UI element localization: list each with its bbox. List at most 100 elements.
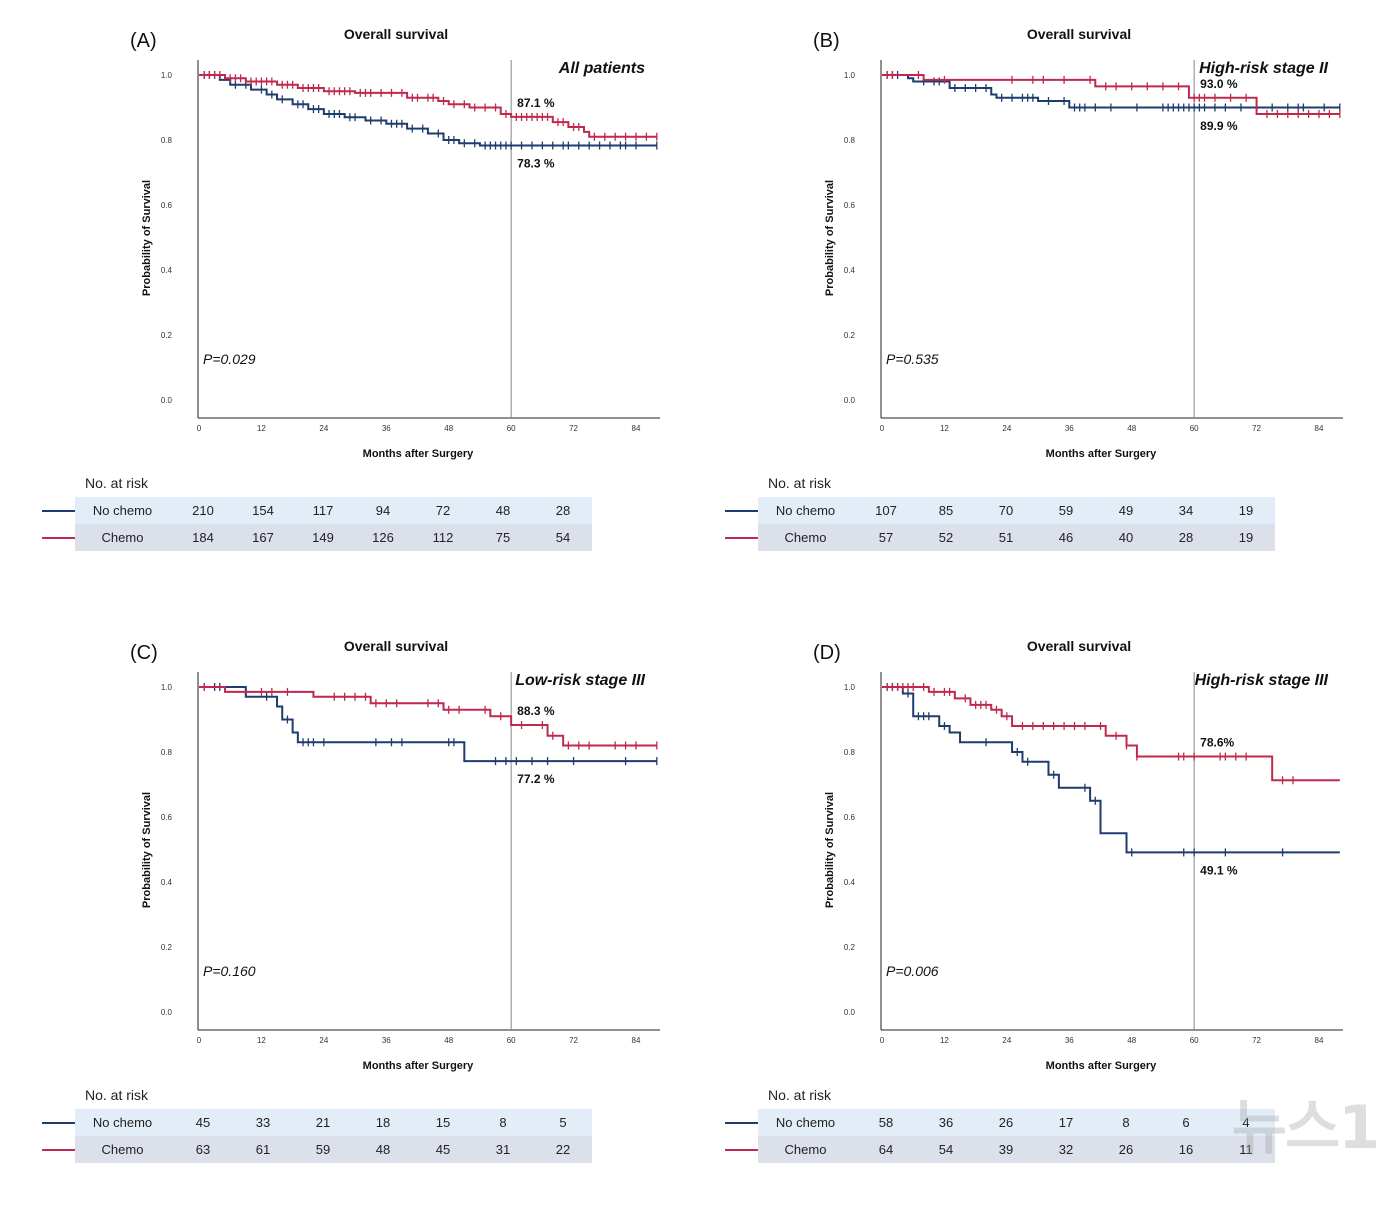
chart-title: Overall survival — [1027, 638, 1131, 654]
risk-row-label: Chemo — [784, 530, 827, 545]
risk-count: 70 — [998, 503, 1014, 518]
y-tick-label: 0.0 — [161, 396, 173, 405]
x-tick-label: 84 — [1315, 424, 1324, 433]
risk-row-label: No chemo — [775, 503, 836, 518]
risk-count: 184 — [192, 530, 214, 545]
x-axis-label: Months after Surgery — [1046, 1060, 1158, 1072]
y-axis-label: Probability of Survival — [824, 792, 836, 908]
risk-count: 59 — [315, 1142, 331, 1157]
risk-count: 57 — [878, 530, 894, 545]
series-line-no-chemo — [882, 74, 1340, 109]
survival-chart: (B) Overall survival High-risk stage II 0.0… — [813, 26, 1343, 460]
x-tick-label: 12 — [257, 424, 266, 433]
y-tick-label: 1.0 — [161, 683, 173, 692]
risk-count: 17 — [1058, 1115, 1074, 1130]
survival-annotation: 78.6% — [1200, 736, 1234, 750]
y-axis-label: Probability of Survival — [141, 180, 153, 296]
legend-line-no-chemo — [725, 1122, 758, 1124]
risk-count: 54 — [938, 1142, 954, 1157]
survival-annotation: 89.9 % — [1200, 119, 1238, 133]
risk-count: 210 — [192, 503, 214, 518]
x-tick-label: 48 — [1127, 1036, 1136, 1045]
risk-row-label: Chemo — [101, 530, 144, 545]
p-value-label: P=0.535 — [886, 351, 939, 367]
risk-count: 85 — [938, 503, 954, 518]
risk-row-no-chemo: No chemo 58 36 26 17 8 6 4 — [758, 1109, 1275, 1136]
chart-subtitle: High-risk stage II — [1199, 60, 1328, 77]
series-line-chemo — [882, 74, 1340, 115]
panel-label: (A) — [130, 30, 157, 52]
survival-annotation: 77.2 % — [517, 772, 555, 786]
y-tick-label: 0.2 — [161, 943, 173, 952]
risk-table-title: No. at risk — [768, 475, 832, 491]
risk-row-chemo: Chemo 64 54 39 32 26 16 11 — [758, 1136, 1275, 1163]
survival-annotation: 87.1 % — [517, 96, 555, 110]
risk-count: 28 — [555, 503, 571, 518]
x-tick-label: 36 — [1065, 1036, 1074, 1045]
risk-count: 16 — [1178, 1142, 1194, 1157]
risk-count: 46 — [1058, 530, 1074, 545]
risk-count: 11 — [1239, 1142, 1253, 1157]
y-tick-label: 1.0 — [161, 71, 173, 80]
panel-label: (D) — [813, 642, 841, 664]
x-tick-label: 60 — [507, 1036, 516, 1045]
risk-count: 75 — [495, 530, 511, 545]
risk-count: 33 — [255, 1115, 271, 1130]
x-axis-label: Months after Surgery — [363, 1060, 475, 1072]
x-tick-label: 60 — [507, 424, 516, 433]
y-tick-label: 0.6 — [844, 813, 856, 822]
risk-count: 167 — [252, 530, 274, 545]
risk-row-chemo: Chemo 184 167 149 126 112 75 54 — [75, 524, 592, 551]
y-tick-label: 0.8 — [844, 136, 856, 145]
x-tick-label: 12 — [940, 1036, 949, 1045]
x-tick-label: 60 — [1190, 1036, 1199, 1045]
x-tick-label: 24 — [319, 1036, 328, 1045]
chart-subtitle: Low-risk stage III — [515, 672, 645, 689]
legend-line-no-chemo — [725, 510, 758, 512]
y-tick-label: 0.2 — [844, 331, 856, 340]
series-line-chemo — [199, 686, 657, 747]
p-value-label: P=0.029 — [203, 351, 256, 367]
chart-subtitle: All patients — [558, 60, 645, 77]
risk-count: 61 — [255, 1142, 271, 1157]
risk-count: 4 — [1242, 1115, 1250, 1130]
risk-row-label: Chemo — [101, 1142, 144, 1157]
risk-count: 21 — [315, 1115, 331, 1130]
legend-line-chemo — [42, 537, 75, 539]
y-tick-label: 0.6 — [844, 201, 856, 210]
series-line-chemo — [882, 686, 1340, 782]
watermark-logo: 뉴스1 — [1231, 1093, 1380, 1163]
y-tick-label: 0.8 — [161, 748, 173, 757]
x-axis-label: Months after Surgery — [363, 448, 475, 460]
y-tick-label: 0.2 — [161, 331, 173, 340]
panel-b: (B) Overall survival High-risk stage II 0.0… — [683, 0, 1383, 593]
risk-count: 94 — [375, 503, 391, 518]
risk-count: 34 — [1178, 503, 1194, 518]
risk-count: 64 — [878, 1142, 894, 1157]
series-line-no-chemo — [199, 686, 657, 763]
y-tick-label: 0.0 — [161, 1008, 173, 1017]
risk-count: 8 — [1122, 1115, 1130, 1130]
chart-title: Overall survival — [344, 26, 448, 42]
y-tick-label: 0.0 — [844, 1008, 856, 1017]
risk-count: 18 — [375, 1115, 391, 1130]
survival-annotation: 93.0 % — [1200, 77, 1238, 91]
x-tick-label: 72 — [1252, 424, 1261, 433]
x-tick-label: 36 — [1065, 424, 1074, 433]
risk-count: 59 — [1058, 503, 1074, 518]
p-value-label: P=0.160 — [203, 963, 256, 979]
risk-count: 45 — [195, 1115, 211, 1130]
risk-count: 51 — [998, 530, 1014, 545]
risk-count: 107 — [875, 503, 897, 518]
survival-chart: (A) Overall survival All patients 0.0 0.2 0.4… — [130, 26, 660, 460]
survival-annotation: 88.3 % — [517, 704, 555, 718]
x-tick-label: 72 — [1252, 1036, 1261, 1045]
risk-count: 28 — [1178, 530, 1194, 545]
x-tick-label: 48 — [444, 1036, 453, 1045]
risk-row-chemo: Chemo 57 52 51 46 40 28 19 — [758, 524, 1275, 551]
risk-count: 31 — [495, 1142, 511, 1157]
x-tick-label: 84 — [1315, 1036, 1324, 1045]
risk-count: 58 — [878, 1115, 894, 1130]
series-line-no-chemo — [882, 686, 1340, 854]
risk-count: 48 — [375, 1142, 391, 1157]
